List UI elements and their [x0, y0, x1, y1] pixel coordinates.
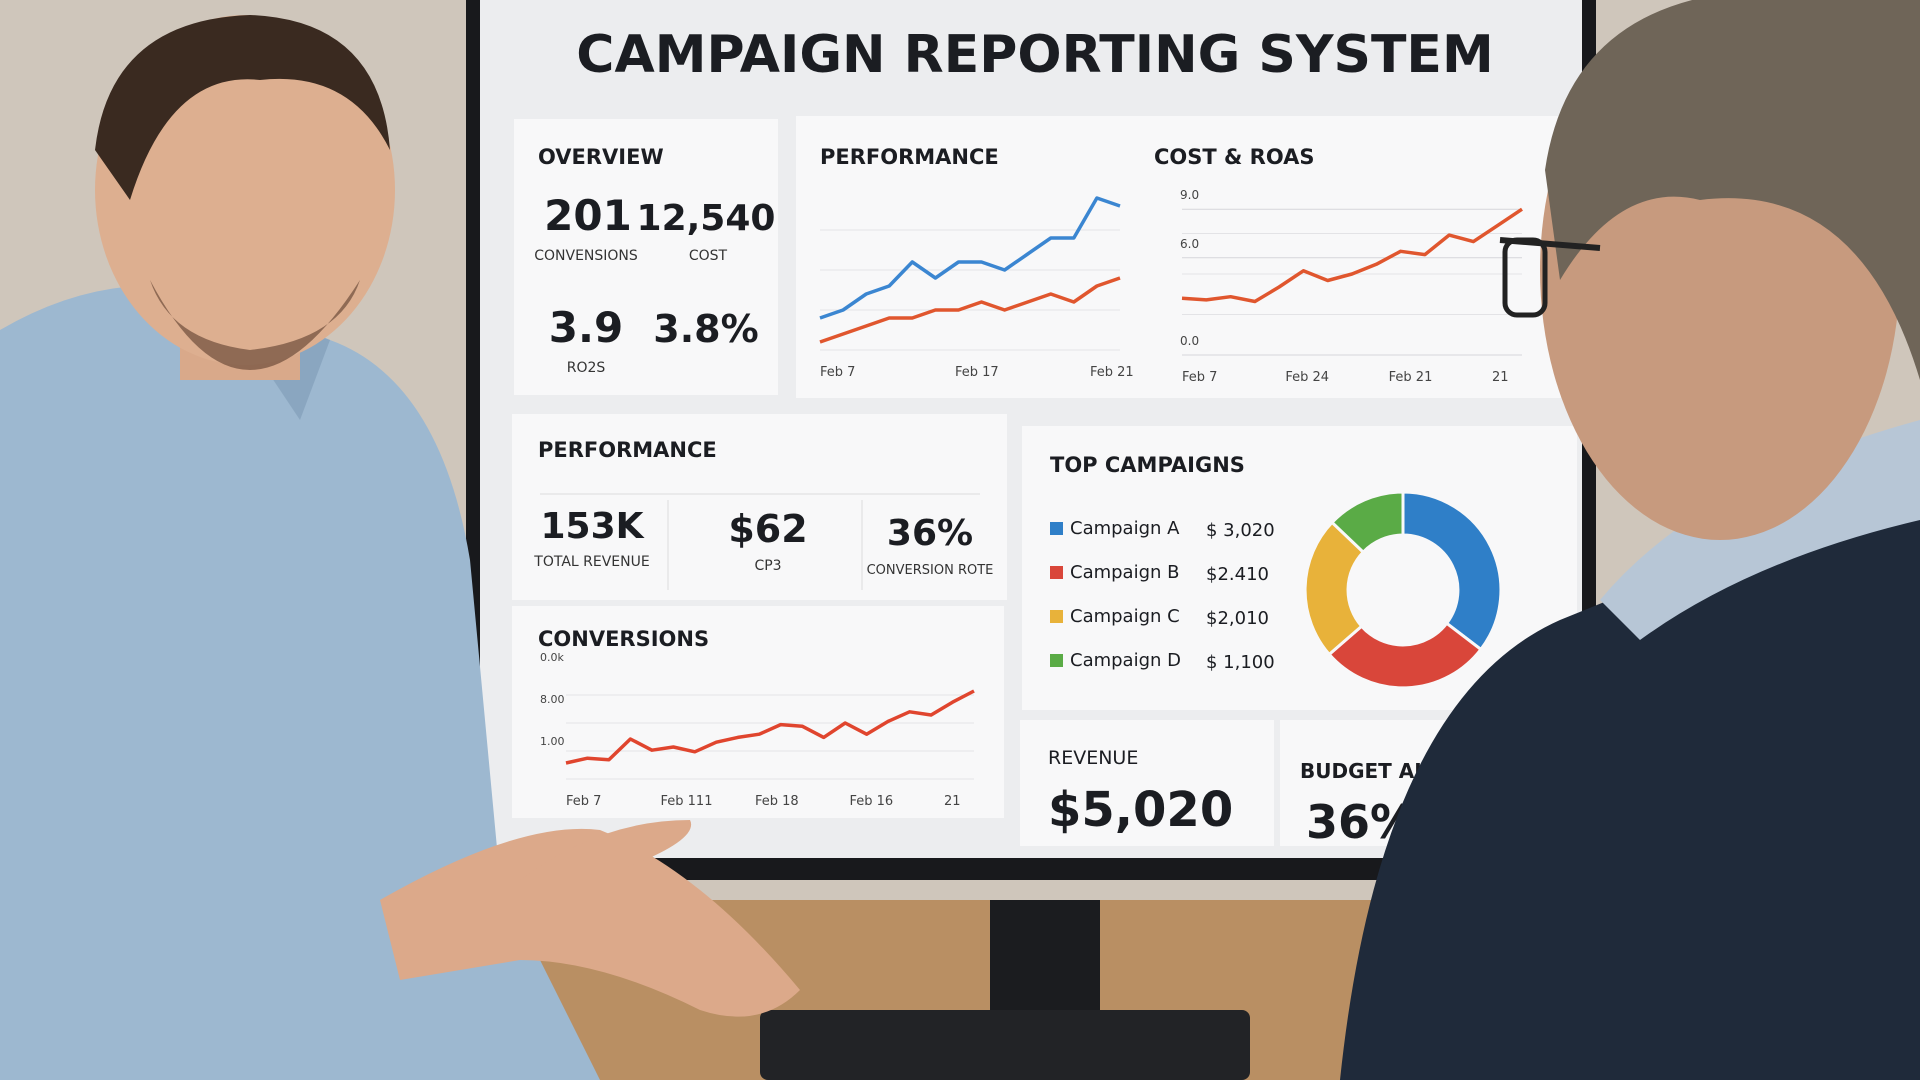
kpi-value: 12,540	[637, 198, 776, 239]
x-tick-label: Feb 111	[661, 794, 713, 809]
line-series	[819, 196, 1121, 320]
panel-title: BUDGET AL	[1300, 759, 1427, 783]
x-tick-label: Feb 21	[1090, 365, 1134, 380]
y-axis-label: 0.0k	[540, 651, 564, 664]
left-person	[0, 15, 800, 1080]
x-tick-label: Feb 7	[566, 794, 601, 809]
right-person	[1340, 0, 1920, 1080]
kpi-value: 36%	[887, 513, 973, 554]
donut-segment	[1327, 621, 1484, 690]
overview-panel	[514, 119, 778, 395]
x-tick-label: 21	[1492, 370, 1509, 385]
legend-value: $ 1,100	[1206, 652, 1275, 673]
x-tick-label: Feb 7	[820, 365, 855, 380]
dashboard-title: CAMPAIGN REPORTING SYSTEM	[576, 25, 1493, 85]
panel-title: PERFORMANCE	[820, 145, 999, 169]
performance-panel	[512, 414, 1007, 600]
x-tick-label: Feb 24	[1285, 370, 1329, 385]
x-tick-label: Feb 21	[1389, 370, 1433, 385]
legend-label: Campaign C	[1070, 606, 1180, 627]
kpi-label: CONVERSION ROTE	[867, 563, 994, 578]
kpi-value: $62	[728, 507, 807, 551]
y-tick-label: 9.0	[1180, 188, 1199, 202]
x-tick-label: Feb 17	[955, 365, 999, 380]
panel-title: PERFORMANCE	[538, 438, 717, 462]
kpi-value: 3.9	[549, 303, 623, 352]
donut-segment	[1401, 490, 1503, 652]
panel-title: OVERVIEW	[538, 145, 664, 169]
panel-title: REVENUE	[1048, 747, 1138, 769]
legend-swatch	[1050, 610, 1063, 623]
legend-label: Campaign D	[1070, 650, 1181, 671]
monitor-base	[760, 1010, 1250, 1080]
legend-label: Campaign A	[1070, 518, 1180, 539]
legend: Campaign A $ 3,020 Campaign B $2.410 Campaig…	[1050, 518, 1275, 673]
kpi-label: TOTAL REVENUE	[533, 554, 649, 570]
line-series	[565, 689, 975, 765]
legend-label: Campaign B	[1070, 562, 1180, 583]
y-tick-label: 6.0	[1180, 237, 1199, 251]
y-tick-label: 0.0	[1180, 334, 1199, 348]
legend-value: $2.410	[1206, 564, 1269, 585]
charts: Feb 7 Feb 17 Feb 21 0.0 6.0 9.0 Feb 7 Feb 24 Feb…	[540, 188, 1523, 809]
line-series	[819, 276, 1121, 344]
kpi-value: 3.8%	[653, 307, 758, 351]
legend-swatch	[1050, 522, 1063, 535]
charts-panel	[796, 116, 1561, 398]
x-tick-label: Feb 18	[755, 794, 799, 809]
x-tick-label: Feb 7	[1182, 370, 1217, 385]
x-tick-label: 21	[944, 794, 961, 809]
monitor-stand	[990, 900, 1100, 1020]
panel-title: TOP CAMPAIGNS	[1050, 453, 1245, 477]
kpi-value: 153K	[540, 506, 644, 547]
kpi-label: CONVENSIONS	[534, 248, 638, 264]
legend-swatch	[1050, 566, 1063, 579]
kpi-label: COST	[689, 248, 728, 264]
x-tick-label: Feb 16	[850, 794, 894, 809]
legend-value: $ 3,020	[1206, 520, 1275, 541]
legend-value: $2,010	[1206, 608, 1269, 629]
line-series	[1181, 207, 1523, 304]
donut-segment	[1329, 490, 1405, 555]
kpi-label: RO2S	[567, 360, 606, 376]
kpi-label: CP3	[754, 558, 781, 574]
kpi-value: 201	[544, 191, 632, 240]
panel-title: CONVERSIONS	[538, 627, 709, 651]
panel-title: COST & ROAS	[1154, 145, 1314, 169]
y-axis-label: 1.00	[540, 735, 565, 748]
revenue-panel	[1020, 720, 1274, 846]
revenue-value: $5,020	[1048, 782, 1233, 838]
y-axis-label: 8.00	[540, 693, 565, 706]
legend-swatch	[1050, 654, 1063, 667]
